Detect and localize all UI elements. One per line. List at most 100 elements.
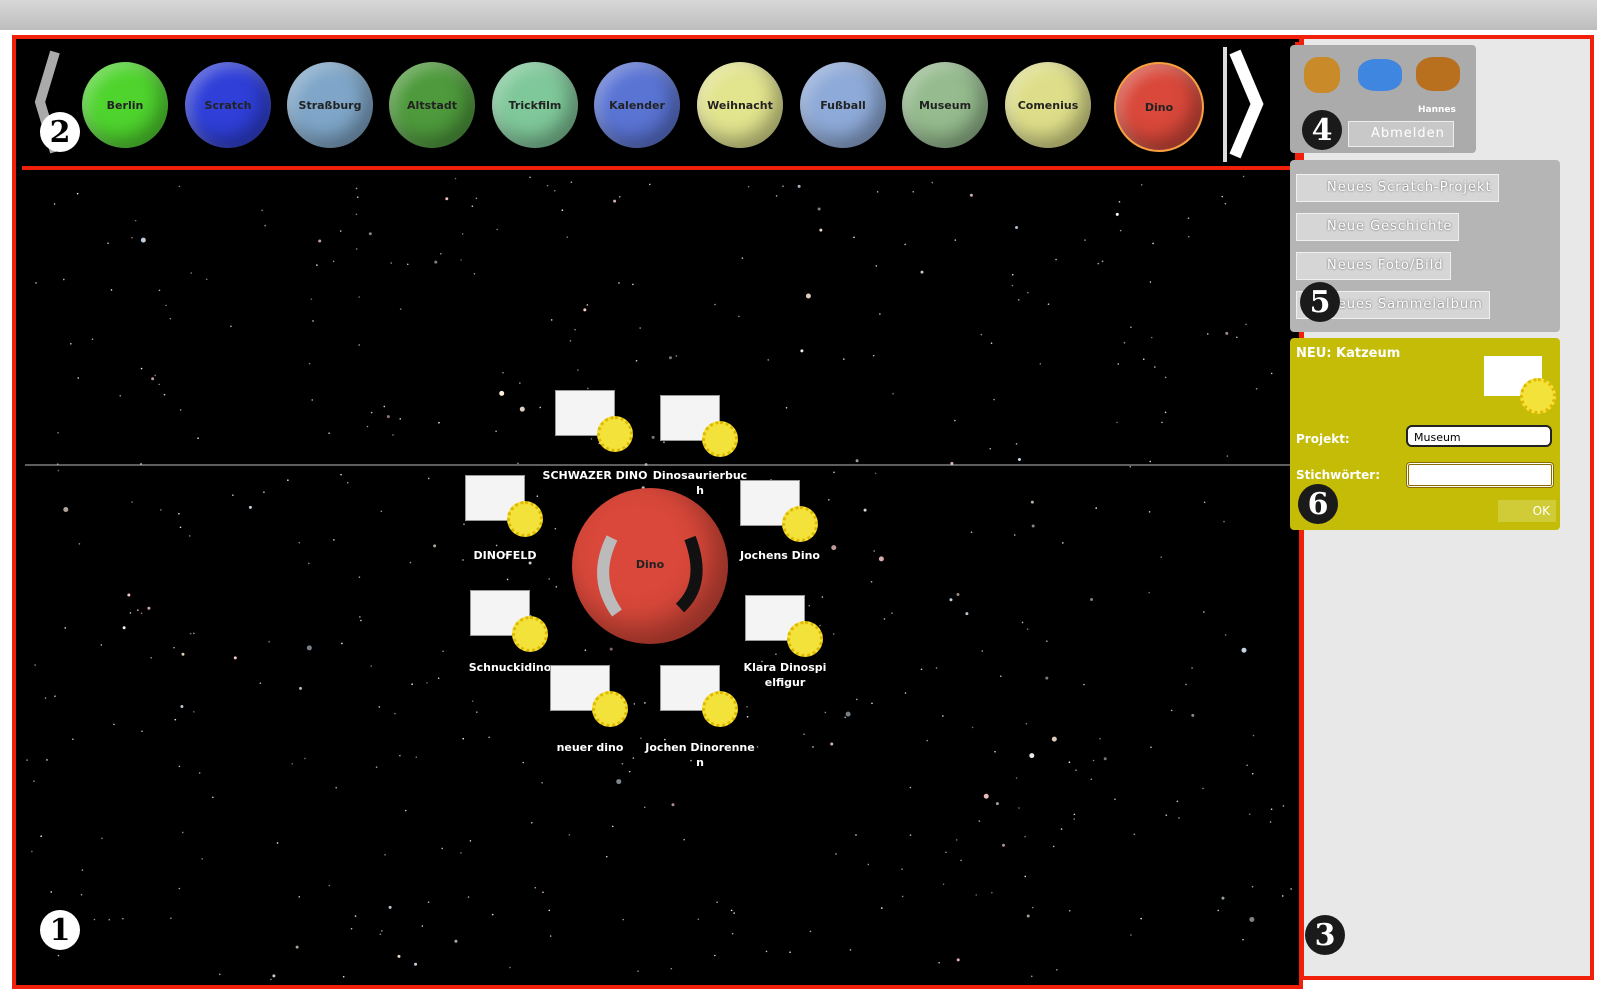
project-label[interactable]: Dinosaurierbuch — [652, 468, 748, 498]
star — [311, 399, 313, 401]
star — [539, 407, 541, 409]
star — [174, 719, 176, 721]
star — [1069, 910, 1071, 912]
center-bubble[interactable]: Dino — [572, 488, 728, 644]
project-label[interactable]: Klara Dinospielfigur — [740, 660, 830, 690]
project-label[interactable]: neuer dino — [535, 740, 645, 755]
category-bubble[interactable]: Museum — [902, 62, 988, 148]
category-bubble[interactable]: Dino — [1114, 62, 1204, 152]
star — [1225, 332, 1228, 335]
star — [190, 272, 192, 274]
star — [1104, 757, 1107, 760]
star — [113, 724, 115, 726]
star — [970, 194, 973, 197]
category-bubble[interactable]: Kalender — [594, 62, 680, 148]
category-bubble[interactable]: Trickfilm — [492, 62, 578, 148]
ok-button[interactable]: OK — [1498, 500, 1556, 522]
star — [77, 193, 79, 195]
star — [264, 225, 266, 227]
star — [107, 242, 109, 244]
star — [454, 940, 457, 943]
star — [548, 910, 550, 912]
avatar[interactable] — [1358, 59, 1402, 91]
star — [180, 705, 183, 708]
category-bubble[interactable]: Altstadt — [389, 62, 475, 148]
star — [1012, 274, 1014, 276]
category-bubble[interactable]: Straßburg — [287, 62, 373, 148]
star — [570, 340, 572, 342]
project-label: Projekt: — [1296, 432, 1350, 446]
star — [360, 620, 362, 622]
star — [488, 736, 490, 738]
project-select[interactable]: Museum — [1406, 425, 1552, 447]
star — [381, 930, 383, 932]
logout-button[interactable]: Abmelden — [1348, 121, 1454, 147]
avatar[interactable] — [1416, 57, 1460, 91]
keywords-input[interactable] — [1406, 462, 1554, 488]
star — [757, 746, 759, 748]
star — [520, 407, 525, 412]
star — [879, 313, 881, 315]
star — [1130, 326, 1132, 328]
star — [1271, 808, 1273, 810]
star — [956, 593, 959, 596]
star — [63, 279, 65, 281]
star — [472, 700, 474, 702]
new-scratch-button[interactable]: Neues Scratch-Projekt — [1296, 174, 1499, 202]
star — [825, 712, 827, 714]
star — [1225, 203, 1227, 205]
new-photo-button[interactable]: Neues Foto/Bild — [1296, 252, 1451, 280]
star — [45, 697, 47, 699]
star — [130, 612, 132, 614]
star — [340, 230, 342, 232]
star — [942, 715, 944, 717]
star — [971, 531, 973, 533]
star — [877, 191, 879, 193]
star — [1031, 501, 1034, 504]
star — [463, 523, 465, 525]
category-bubble[interactable]: Fußball — [800, 62, 886, 148]
star — [1243, 176, 1245, 178]
star — [1022, 622, 1024, 624]
star — [472, 205, 474, 207]
star — [1024, 836, 1026, 838]
project-label[interactable]: Jochens Dino — [725, 548, 835, 563]
category-bubble[interactable]: Scratch — [185, 62, 271, 148]
star — [612, 826, 614, 828]
star — [1046, 640, 1048, 642]
star — [697, 919, 699, 921]
star — [775, 653, 777, 655]
project-label[interactable]: Jochen Dinorennen — [645, 740, 755, 770]
star — [392, 434, 394, 436]
star — [445, 197, 448, 200]
star — [64, 627, 66, 629]
star — [747, 716, 749, 718]
star — [569, 834, 571, 836]
star — [72, 738, 74, 740]
category-bubble[interactable]: Berlin — [82, 62, 168, 148]
avatar[interactable] — [1304, 57, 1340, 93]
star — [428, 478, 430, 480]
star — [875, 473, 877, 475]
star — [555, 528, 557, 530]
new-story-button[interactable]: Neue Geschichte — [1296, 213, 1459, 241]
star — [164, 394, 166, 396]
project-label[interactable]: Schnuckidino — [455, 660, 565, 675]
star — [1143, 358, 1145, 360]
star — [835, 853, 837, 855]
star — [151, 377, 154, 380]
star — [499, 391, 504, 396]
project-label[interactable]: SCHWAZER DINO — [540, 468, 650, 483]
star — [574, 329, 576, 331]
star — [370, 665, 372, 667]
category-bubble[interactable]: Weihnacht — [697, 62, 783, 148]
star — [583, 308, 586, 311]
star — [1027, 628, 1029, 630]
star — [206, 279, 208, 281]
scroll-right[interactable] — [1235, 52, 1257, 156]
star — [318, 240, 321, 243]
star — [1241, 648, 1246, 653]
star — [438, 422, 440, 424]
category-bubble[interactable]: Comenius — [1005, 62, 1091, 148]
project-label[interactable]: DINOFELD — [450, 548, 560, 563]
